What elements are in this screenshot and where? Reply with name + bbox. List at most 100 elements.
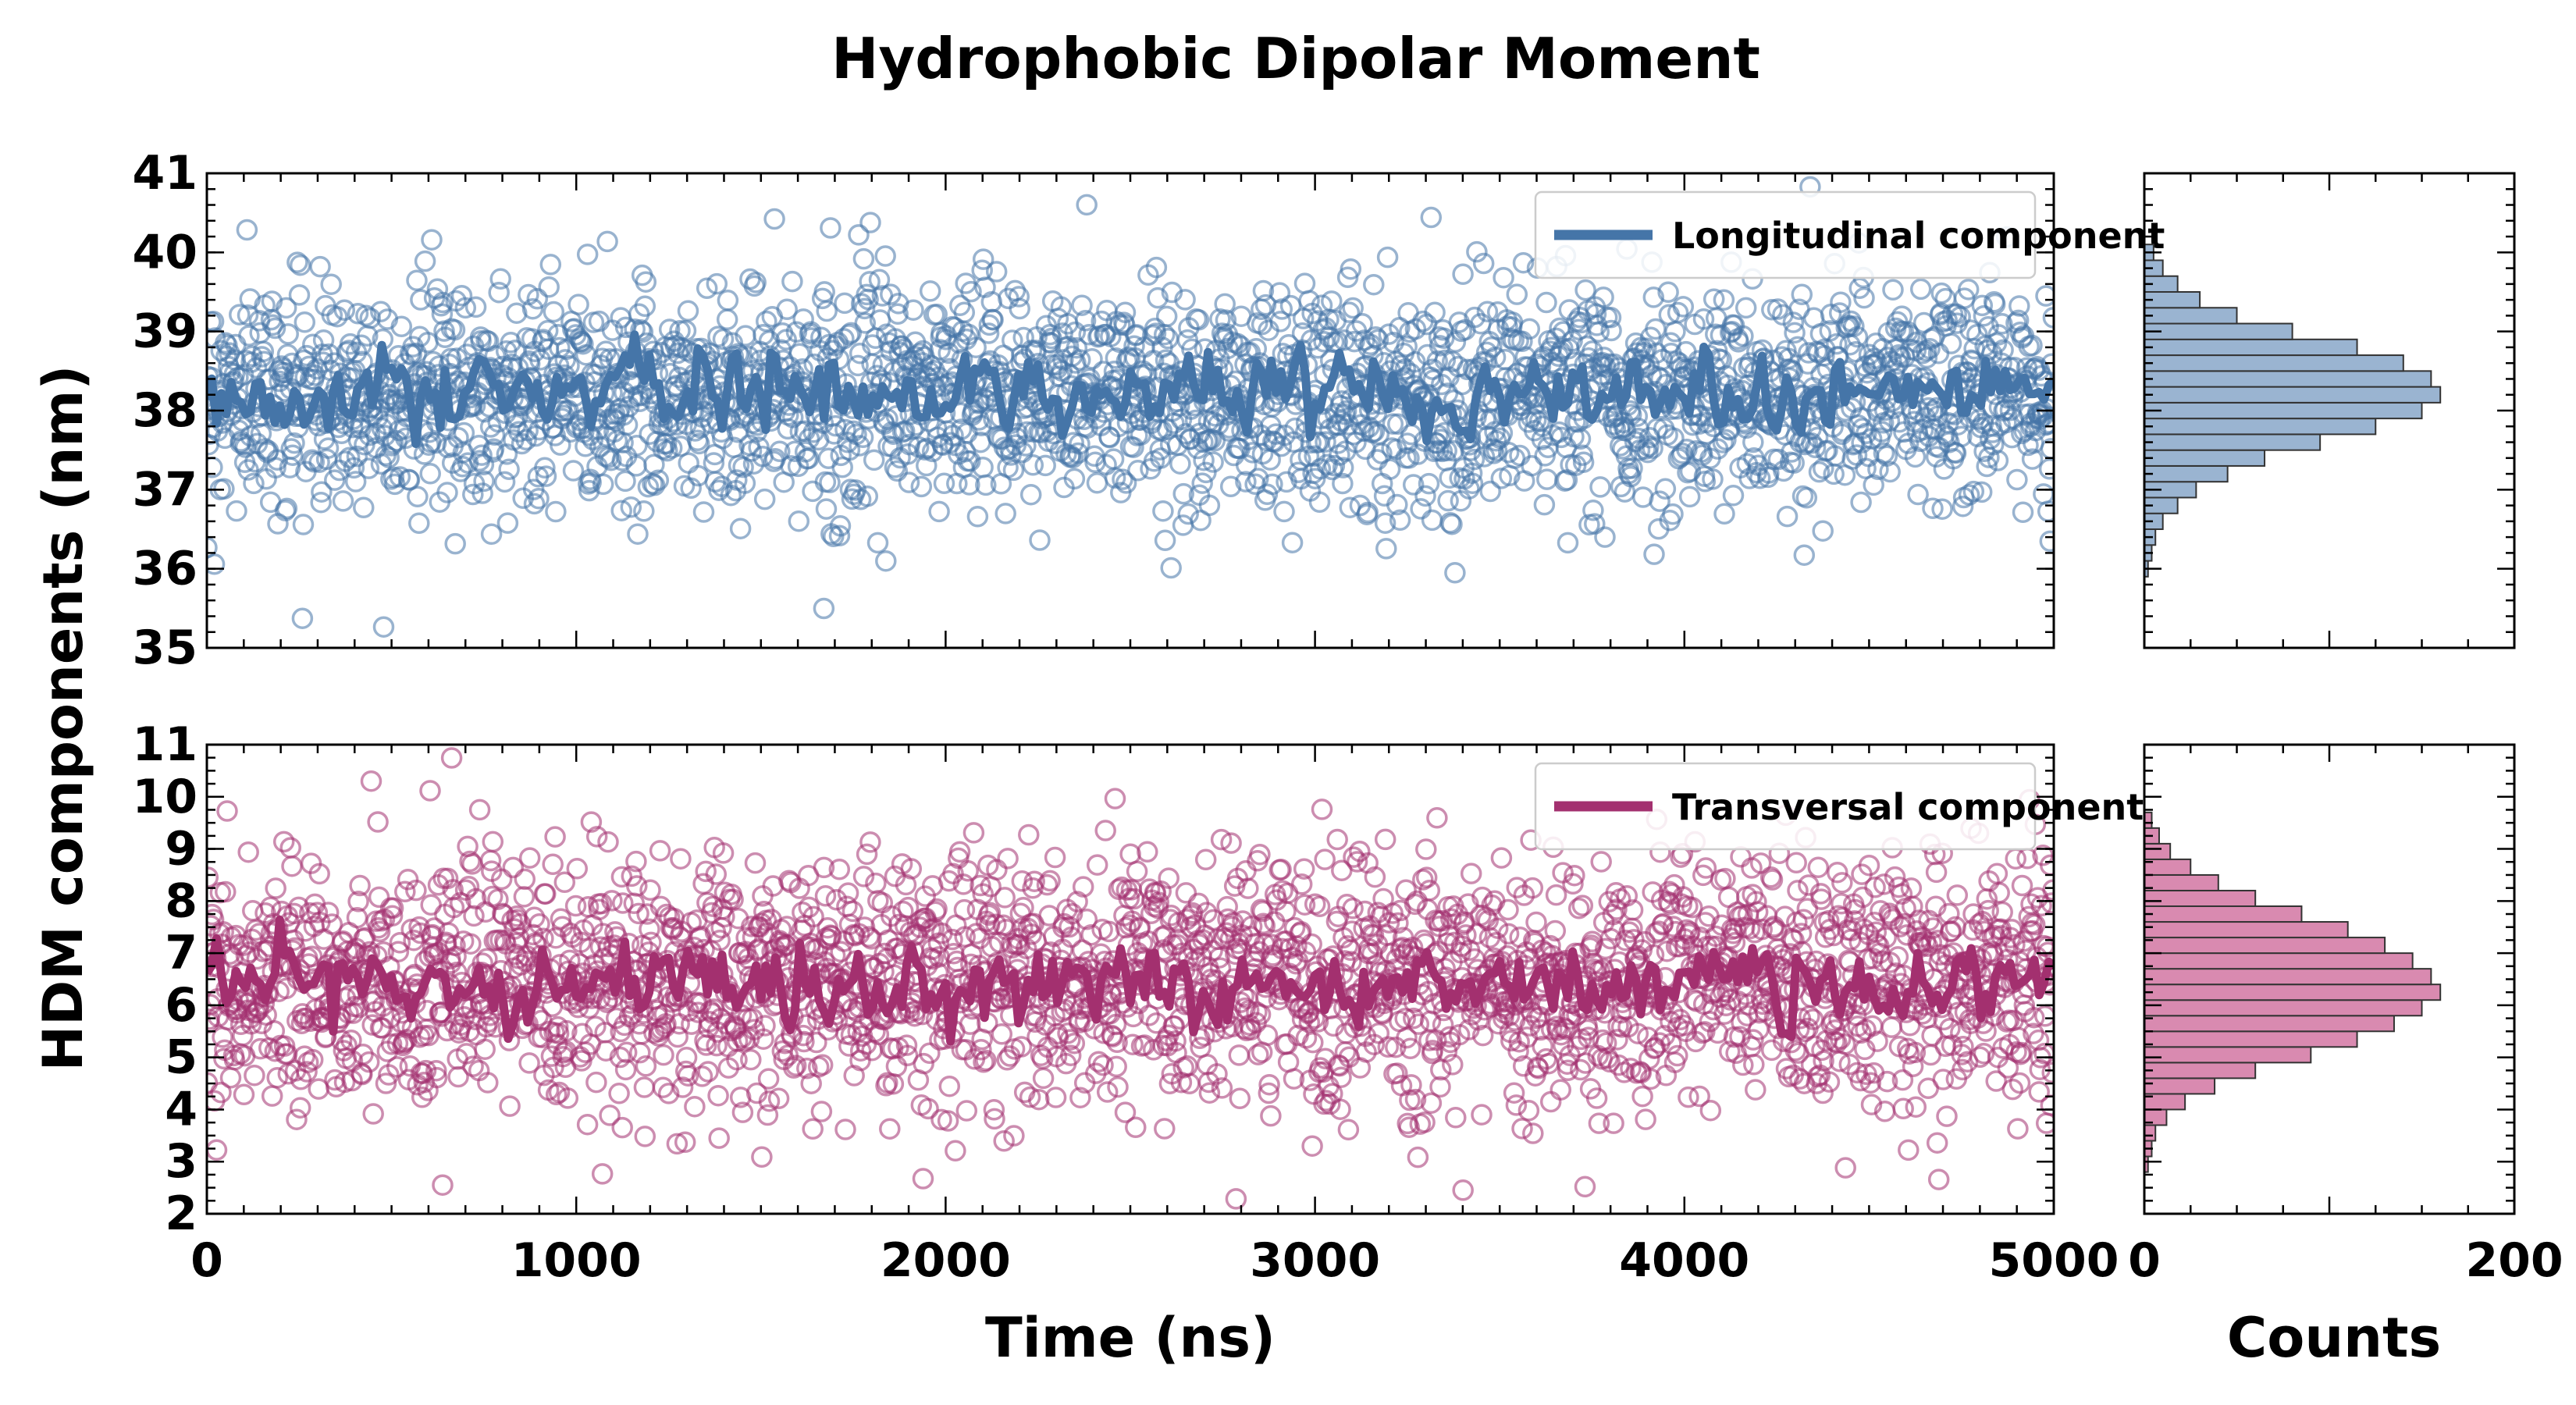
y-tick-label: 38	[133, 383, 198, 438]
y-tick-label: 40	[133, 225, 198, 279]
data-point	[1123, 1005, 1144, 1028]
data-point	[312, 329, 335, 351]
data-point	[405, 879, 427, 902]
data-point	[695, 860, 717, 883]
data-point	[1018, 823, 1040, 846]
data-point	[827, 348, 850, 370]
data-point	[1437, 489, 1459, 512]
data-point	[1198, 494, 1221, 517]
data-point	[219, 1067, 242, 1089]
data-point	[1445, 1107, 1467, 1129]
data-point	[1059, 1029, 1081, 1051]
data-point	[1506, 283, 1528, 305]
data-point	[965, 336, 987, 358]
data-point	[1830, 291, 1852, 313]
data-point	[691, 1065, 713, 1087]
data-point	[447, 1065, 469, 1088]
data-point	[382, 897, 404, 919]
data-point	[421, 229, 443, 251]
data-point	[897, 896, 920, 919]
data-point	[493, 471, 516, 493]
data-point	[817, 447, 840, 470]
data-point	[1703, 998, 1724, 1021]
data-point	[1539, 1090, 1562, 1113]
data-point	[1436, 439, 1457, 462]
data-point	[1503, 1082, 1525, 1104]
data-point	[1396, 1026, 1418, 1049]
data-point	[1784, 322, 1806, 344]
data-point	[628, 902, 649, 925]
data-point	[1826, 333, 1848, 355]
data-point	[1215, 309, 1237, 331]
data-point	[984, 1108, 1005, 1130]
data-point	[238, 325, 260, 347]
data-point	[1059, 916, 1080, 938]
data-point	[1039, 870, 1061, 892]
data-point	[606, 926, 628, 948]
data-point	[375, 1072, 397, 1094]
data-point	[1511, 330, 1533, 353]
data-point	[975, 1049, 997, 1072]
data-point	[1796, 898, 1819, 919]
data-point	[614, 1058, 637, 1081]
data-point	[912, 1168, 934, 1190]
data-point	[1415, 838, 1437, 860]
data-point	[1466, 240, 1488, 263]
data-point	[240, 425, 262, 447]
data-point	[1727, 331, 1749, 353]
data-point	[1342, 297, 1364, 319]
data-point	[1909, 278, 1932, 301]
transversal-scatter-panel: 0 1000 2000 3000 4000 5000234567891011Transve…	[133, 717, 2144, 1288]
y-axis-label: HDM components (nm)	[31, 365, 95, 1072]
data-point	[2021, 334, 2043, 357]
data-point	[1859, 1072, 1882, 1094]
data-point	[1410, 498, 1432, 520]
data-point	[1774, 905, 1796, 927]
data-point	[259, 896, 282, 918]
data-point	[566, 858, 589, 880]
data-point	[731, 1101, 754, 1123]
data-point	[828, 525, 851, 547]
data-point	[712, 842, 735, 864]
data-point	[614, 470, 636, 493]
data-point	[753, 1028, 774, 1050]
data-point	[1732, 1054, 1754, 1076]
data-point	[242, 900, 264, 922]
data-point	[696, 277, 718, 300]
data-point	[1160, 904, 1183, 927]
data-point	[1407, 1146, 1429, 1168]
data-point	[1878, 410, 1901, 432]
data-point	[488, 281, 510, 304]
data-point	[518, 847, 541, 869]
data-point	[346, 445, 368, 468]
data-point	[309, 255, 331, 278]
data-point	[351, 350, 373, 373]
data-point	[1076, 194, 1098, 216]
data-point	[1363, 1033, 1386, 1055]
data-point	[838, 324, 860, 346]
data-point	[1421, 509, 1443, 532]
data-point	[1493, 266, 1514, 289]
data-point	[1695, 857, 1717, 879]
data-point	[538, 276, 560, 298]
data-point	[926, 898, 948, 920]
data-point	[1751, 918, 1773, 941]
data-point	[1235, 471, 1257, 493]
data-point	[982, 308, 1004, 331]
data-point	[1343, 330, 1365, 353]
data-point	[462, 1055, 484, 1077]
data-point	[575, 436, 596, 457]
data-point	[1667, 1044, 1688, 1067]
data-point	[1265, 423, 1287, 445]
data-point	[1044, 846, 1066, 869]
data-point	[236, 219, 258, 241]
data-point	[310, 491, 332, 514]
data-point	[306, 902, 329, 923]
data-point	[1106, 1031, 1128, 1054]
data-point	[966, 506, 989, 528]
data-point	[1387, 912, 1409, 934]
data-point	[423, 917, 446, 939]
data-point	[1479, 480, 1501, 503]
data-point	[1002, 329, 1023, 351]
data-point	[1404, 318, 1427, 340]
